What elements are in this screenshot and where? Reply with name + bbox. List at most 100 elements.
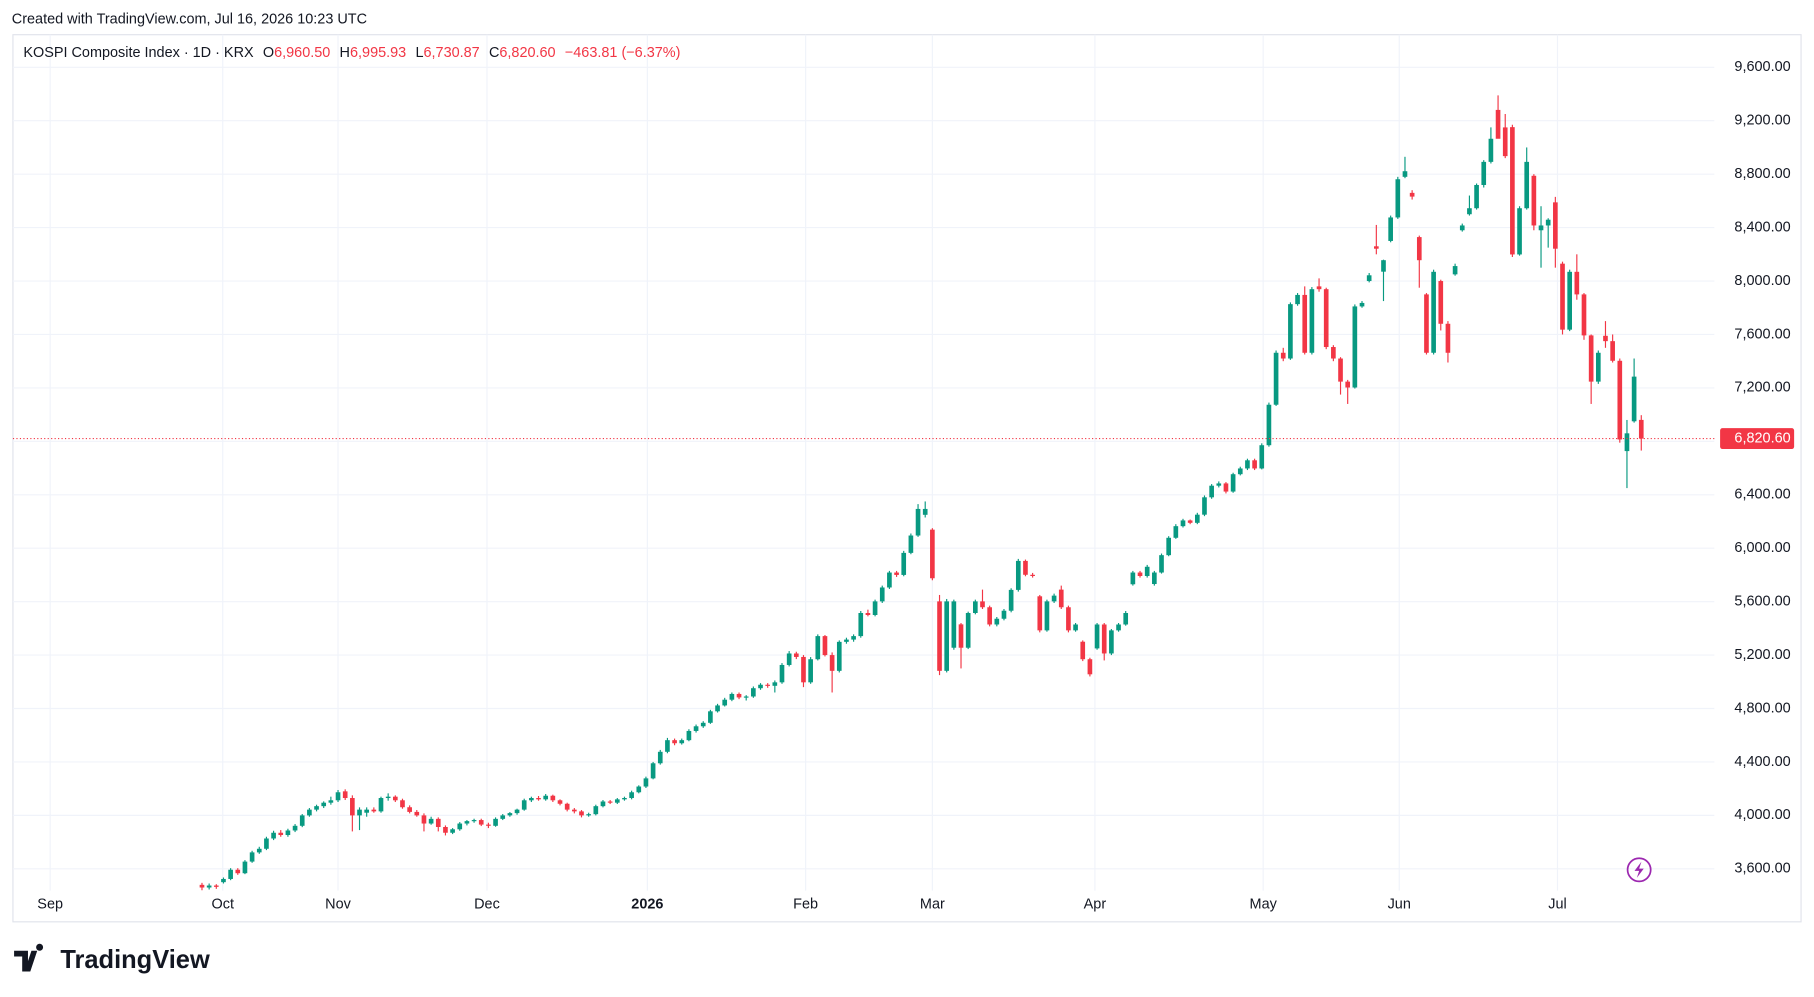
candle-body bbox=[779, 664, 785, 683]
legend-l-label: L bbox=[415, 45, 423, 61]
candle-body bbox=[801, 656, 806, 683]
x-tick-label: Feb bbox=[793, 896, 818, 912]
candle-body bbox=[1474, 184, 1479, 209]
x-tick-label: Oct bbox=[212, 896, 234, 912]
candle-body bbox=[586, 814, 591, 816]
candle-body bbox=[614, 799, 620, 803]
candle-body bbox=[894, 572, 899, 575]
candle-body bbox=[1109, 630, 1114, 654]
candle-body bbox=[307, 809, 312, 816]
candle-body bbox=[1603, 335, 1608, 342]
candle-body bbox=[435, 818, 441, 828]
legend-high: 6,995.93 bbox=[350, 45, 406, 61]
candle-body bbox=[751, 688, 756, 697]
candle-body bbox=[1531, 175, 1537, 226]
candle-body bbox=[1144, 566, 1150, 576]
legend-c-label: C bbox=[489, 45, 499, 61]
candle-body bbox=[1409, 192, 1415, 197]
y-tick-label: 6,000.00 bbox=[1734, 540, 1790, 556]
candle-body bbox=[1331, 347, 1336, 359]
candle-body bbox=[1273, 352, 1279, 405]
candle-body bbox=[264, 838, 269, 849]
candle-body bbox=[887, 572, 892, 588]
candle-body bbox=[1595, 352, 1601, 382]
candle-body bbox=[1194, 514, 1200, 523]
candle-body bbox=[1452, 266, 1458, 275]
candle-body bbox=[1202, 497, 1207, 515]
legend-symbol: KOSPI Composite Index · 1D · KRX bbox=[23, 45, 254, 61]
candle-body bbox=[1323, 289, 1329, 348]
candle-body bbox=[1553, 202, 1558, 249]
x-tick-label: May bbox=[1250, 896, 1278, 912]
candle-body bbox=[1051, 595, 1057, 602]
candle-body bbox=[428, 818, 434, 824]
candle-body bbox=[1288, 304, 1293, 359]
candle-body bbox=[958, 624, 964, 648]
candle-body bbox=[1581, 294, 1587, 336]
candle-body bbox=[1116, 624, 1121, 631]
candle-body bbox=[951, 601, 957, 648]
candle-body bbox=[1574, 271, 1580, 295]
candle-body bbox=[529, 798, 534, 801]
chart-frame bbox=[12, 34, 1802, 923]
candle-body bbox=[1459, 225, 1465, 231]
candle-body bbox=[1638, 419, 1644, 439]
candle-body bbox=[1216, 483, 1222, 486]
candle-body bbox=[407, 807, 412, 812]
candle-body bbox=[679, 740, 685, 744]
candle-body bbox=[1524, 161, 1530, 209]
last-price-label: 6,820.60 bbox=[1734, 430, 1790, 446]
candle-body bbox=[464, 821, 470, 824]
x-tick-label: Nov bbox=[325, 896, 351, 912]
candle-body bbox=[400, 800, 405, 808]
candle-body bbox=[879, 587, 885, 602]
candle-body bbox=[793, 653, 799, 657]
candle-body bbox=[521, 800, 527, 810]
candle-body bbox=[815, 636, 821, 660]
candle-body bbox=[772, 682, 778, 686]
candle-body bbox=[371, 809, 377, 812]
candle-body bbox=[672, 740, 677, 744]
candle-body bbox=[299, 815, 305, 826]
legend-change: −463.81 (−6.37%) bbox=[565, 45, 681, 61]
candle-body bbox=[1001, 610, 1007, 619]
candle-body bbox=[1567, 271, 1572, 330]
candle-body bbox=[1345, 381, 1351, 388]
candle-body bbox=[987, 607, 992, 625]
candle-body bbox=[765, 684, 771, 686]
candle-body bbox=[1445, 323, 1451, 353]
y-tick-label: 6,400.00 bbox=[1734, 487, 1790, 503]
candle-body bbox=[314, 806, 319, 810]
lightning-icon[interactable] bbox=[1626, 857, 1652, 883]
candle-body bbox=[1073, 624, 1078, 631]
y-tick-label: 8,800.00 bbox=[1734, 166, 1790, 182]
candle-body bbox=[350, 798, 355, 816]
candle-body bbox=[1245, 460, 1250, 469]
candle-body bbox=[1237, 468, 1243, 475]
candle-body bbox=[199, 884, 205, 888]
candle-body bbox=[593, 806, 599, 815]
candle-body bbox=[1209, 485, 1214, 498]
candle-body bbox=[858, 612, 864, 637]
candle-body bbox=[292, 825, 298, 831]
candle-body bbox=[421, 815, 427, 824]
candle-body bbox=[736, 693, 742, 698]
candle-body bbox=[335, 792, 341, 801]
candle-body bbox=[1545, 219, 1551, 226]
candle-body bbox=[557, 800, 563, 804]
candle-body bbox=[1416, 237, 1422, 261]
candle-body bbox=[636, 786, 642, 793]
candle-body bbox=[1381, 260, 1386, 272]
candle-body bbox=[385, 796, 391, 799]
candle-body bbox=[1166, 537, 1171, 556]
candle-body bbox=[708, 711, 713, 723]
legend-close: 6,820.60 bbox=[499, 45, 555, 61]
candle-body bbox=[607, 801, 613, 803]
candle-body bbox=[507, 813, 513, 816]
logo[interactable]: TradingView bbox=[14, 943, 210, 974]
candle-body bbox=[493, 818, 498, 826]
candle-body bbox=[965, 612, 971, 648]
candle-body bbox=[206, 885, 212, 888]
